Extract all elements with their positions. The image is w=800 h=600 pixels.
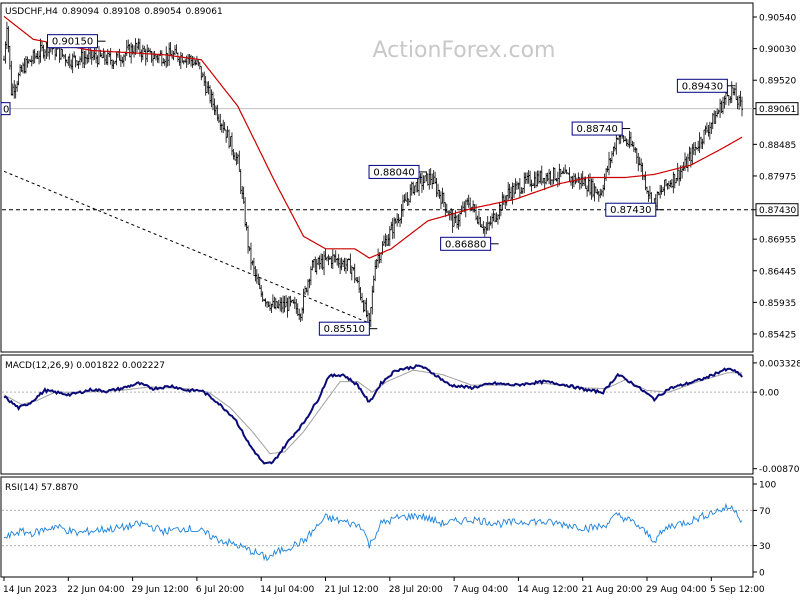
time-axis-label: 29 Jun 12:00 [132,585,189,595]
annotation-box [571,121,623,136]
price-annotation: 0.89430 [676,78,736,93]
rsi-axis-label: 30 [759,542,771,552]
price-axis-label: 0.85425 [759,330,796,340]
header-high: 0.89108 [103,7,140,17]
macd-line [3,364,743,465]
axis-layer: 0.90540 0.90030 0.89520 0.89061 0.88485 0.879… [3,14,800,595]
rsi-axis-label: 0 [759,569,765,579]
price-panel-border [0,2,754,353]
price-axis-label: 0.89520 [759,77,796,87]
moving-average-line [3,15,743,259]
header-open: 0.89094 [62,7,99,17]
macd-panel-border [0,354,754,475]
annotation-box [440,236,492,251]
time-axis-label: 21 Jul 12:00 [325,585,379,595]
annotation-text: 0.90150 [52,37,93,48]
time-axis-label: 21 Aug 20:00 [582,585,643,595]
price-layer: 0.90150 0.88040 0.86880 0.88740 0.87430 0.894… [0,15,753,336]
time-axis-label: 14 Jun 2023 [3,585,57,595]
annotation-box [318,321,370,336]
price-annotation: 0.88740 [571,121,631,136]
time-axis-label: 7 Aug 04:00 [453,585,508,595]
price-axis-label: 0.87975 [759,172,796,182]
annotation-text: 0.87430 [610,205,651,216]
price-annotation: 0.87430 [605,202,664,217]
price-annotation: 0.86880 [440,236,499,251]
price-axis-label: 0.88485 [759,141,796,151]
rsi-title: RSI(14) 57.8870 [5,483,78,493]
ohlc-header: USDCHF,H4 0.89094 0.89108 0.89054 0.89061 [5,7,223,17]
header-low: 0.89054 [144,7,181,17]
macd-title: MACD(12,26,9) 0.001822 0.002227 [5,361,165,371]
price-annotation: 0.88040 [368,164,428,179]
annotation-text: 0.88740 [576,124,617,135]
annotation-box [605,202,657,217]
price-level-box [755,102,799,116]
price-axis-label: 0.89061 [759,105,796,115]
annotation-box [676,78,728,93]
time-axis-label: 22 Jun 04:00 [67,585,124,595]
macd-signal-line [3,369,742,455]
price-axis-label: 0.85935 [759,299,796,309]
watermark: ActionForex.com [373,38,556,63]
price-annotation: 0.90150 [47,34,106,49]
price-axis-label: 0.90030 [759,45,796,55]
price-level-box [755,203,799,217]
rsi-line [3,502,743,562]
price-axis-label: 0.86445 [759,267,796,277]
header-close: 0.89061 [185,7,222,17]
header-symbol: USDCHF,H4 [5,7,58,17]
candle [741,96,743,117]
annotation-box [47,34,99,49]
macd-axis-label: 0.003328 [759,359,800,369]
rsi-panel-border [0,476,754,578]
annotation-text: 0.89430 [682,81,723,92]
price-axis-label: 0.86955 [759,236,796,246]
time-axis-label: 14 Aug 12:00 [517,585,578,595]
price-axis-label: 0.87430 [759,206,796,216]
left-edge-box [0,102,11,116]
left-edge-label: 0 [3,105,9,116]
time-axis-label: 29 Aug 04:00 [646,585,707,595]
annotation-text: 0.88040 [373,167,414,178]
rsi-layer [2,502,753,562]
price-axis-label: 0.90540 [759,14,796,24]
time-axis-label: 6 Jul 20:00 [196,585,245,595]
macd-axis-label: 0.00 [759,389,779,399]
rsi-axis-label: 70 [759,507,771,517]
macd-axis-label: -0.008707 [759,465,800,475]
time-axis-label: 5 Sep 12:00 [710,585,765,595]
price-annotation: 0.85510 [318,321,378,336]
macd-layer [2,364,753,465]
annotation-text: 0.86880 [445,239,486,250]
annotation-text: 0.85510 [324,324,365,335]
time-axis-label: 28 Jul 20:00 [389,585,443,595]
rsi-axis-label: 100 [759,481,776,491]
time-axis-label: 14 Jul 04:00 [260,585,314,595]
annotation-box [368,164,420,179]
